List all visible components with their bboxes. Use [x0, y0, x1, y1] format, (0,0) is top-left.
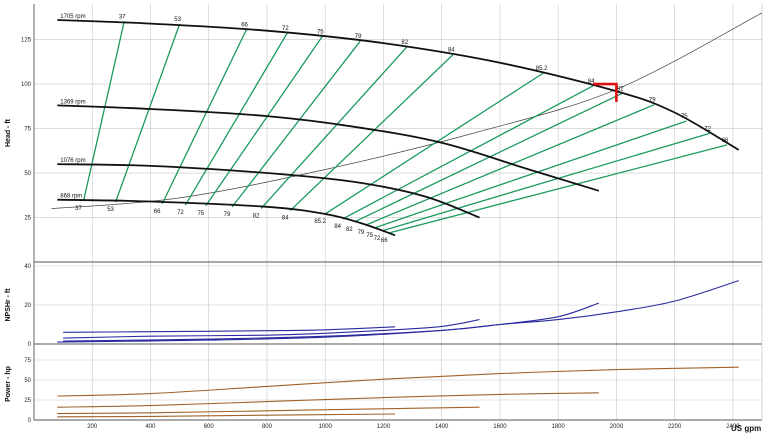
- y-axis-label: Head - ft: [5, 118, 12, 147]
- x-tick-label: 800: [262, 424, 273, 430]
- efficiency-label-bottom: 75: [366, 233, 373, 239]
- speed-curve-label: 1369 rpm: [60, 99, 85, 105]
- x-tick-label: 1400: [435, 424, 449, 430]
- npshr-curve: [63, 302, 600, 342]
- efficiency-label-top: 53: [174, 17, 181, 23]
- efficiency-label-bottom: 66: [154, 209, 161, 215]
- speed-curve-label: 868 rpm: [60, 194, 82, 200]
- x-axis-unit-label: US gpm: [731, 424, 761, 433]
- power-curve: [57, 406, 480, 415]
- efficiency-label-top: 72: [704, 126, 711, 132]
- x-tick-label: 600: [204, 424, 215, 430]
- efficiency-label-top: 85.2: [536, 66, 548, 72]
- y-tick-label: 0: [28, 418, 32, 424]
- speed-curve-label: 1705 rpm: [60, 14, 85, 20]
- efficiency-line: [354, 92, 623, 223]
- efficiency-line: [114, 23, 181, 203]
- efficiency-label-top: 79: [355, 34, 362, 40]
- y-tick-label: 50: [24, 378, 31, 384]
- efficiency-label-bottom: 66: [381, 238, 388, 244]
- power-curve: [57, 413, 396, 418]
- efficiency-label-top: 82: [617, 86, 624, 92]
- efficiency-label-top: 79: [649, 98, 656, 104]
- efficiency-label-bottom: 37: [75, 206, 82, 212]
- efficiency-label-bottom: 82: [346, 227, 353, 233]
- efficiency-label-bottom: 79: [358, 230, 365, 236]
- efficiency-label-bottom: 53: [107, 207, 114, 213]
- y-tick-label: 25: [24, 398, 31, 404]
- speed-curve: [57, 163, 480, 219]
- efficiency-label-bottom: 82: [253, 213, 260, 219]
- x-tick-label: 200: [87, 424, 98, 430]
- y-axis-label: NPSHr - ft: [5, 288, 12, 322]
- y-tick-label: 20: [24, 303, 31, 309]
- efficiency-line: [161, 28, 248, 205]
- speed-curve-label: 1076 rpm: [60, 158, 85, 164]
- npshr-curve: [63, 319, 480, 339]
- speed-curve: [57, 104, 600, 192]
- efficiency-label-bottom: 72: [374, 236, 381, 242]
- operating-point-marker: [593, 82, 618, 102]
- y-tick-label: 40: [24, 264, 31, 270]
- efficiency-label-top: 66: [241, 22, 248, 28]
- efficiency-line: [260, 46, 408, 209]
- efficiency-label-bottom: 75: [197, 211, 204, 217]
- speed-curve: [57, 19, 740, 151]
- efficiency-label-bottom: 79: [224, 212, 231, 218]
- efficiency-line: [365, 104, 655, 226]
- x-tick-label: 1800: [551, 424, 565, 430]
- efficiency-line: [374, 120, 687, 229]
- x-tick-label: 2000: [610, 424, 624, 430]
- x-tick-label: 1000: [319, 424, 333, 430]
- y-tick-label: 125: [21, 38, 32, 44]
- y-tick-label: 25: [24, 216, 31, 222]
- efficiency-line: [342, 85, 594, 220]
- efficiency-label-bottom: 85.2: [314, 219, 326, 225]
- efficiency-line: [289, 53, 454, 212]
- y-tick-label: 75: [24, 127, 31, 133]
- speed-curve: [57, 198, 396, 237]
- efficiency-label-top: 72: [282, 26, 289, 32]
- efficiency-line: [82, 21, 125, 202]
- efficiency-label-top: 82: [401, 40, 408, 46]
- efficiency-line: [381, 132, 710, 232]
- y-tick-label: 50: [24, 171, 31, 177]
- efficiency-line: [205, 36, 323, 207]
- npshr-curve: [63, 326, 396, 333]
- efficiency-label-bottom: 72: [177, 210, 184, 216]
- x-tick-label: 400: [145, 424, 156, 430]
- y-tick-label: 100: [21, 82, 32, 88]
- efficiency-line: [231, 40, 361, 208]
- efficiency-line: [324, 72, 544, 215]
- efficiency-line: [184, 32, 288, 206]
- power-curve: [57, 366, 739, 397]
- y-axis-label: Power - hp: [5, 366, 12, 402]
- x-tick-label: 2400: [726, 424, 740, 430]
- efficiency-line: [389, 144, 728, 234]
- efficiency-label-top: 84: [588, 79, 595, 85]
- efficiency-label-top: 37: [119, 14, 126, 20]
- y-tick-label: 0: [28, 342, 32, 348]
- x-tick-label: 1200: [377, 424, 391, 430]
- system-curve: [51, 12, 763, 209]
- efficiency-label-bottom: 84: [334, 224, 341, 230]
- x-tick-label: 1600: [493, 424, 507, 430]
- y-tick-label: 75: [24, 358, 31, 364]
- efficiency-label-top: 75: [317, 29, 324, 35]
- efficiency-label-top: 84: [448, 47, 455, 53]
- power-curve: [57, 392, 599, 408]
- x-tick-label: 2200: [668, 424, 682, 430]
- efficiency-label-bottom: 84: [282, 216, 289, 222]
